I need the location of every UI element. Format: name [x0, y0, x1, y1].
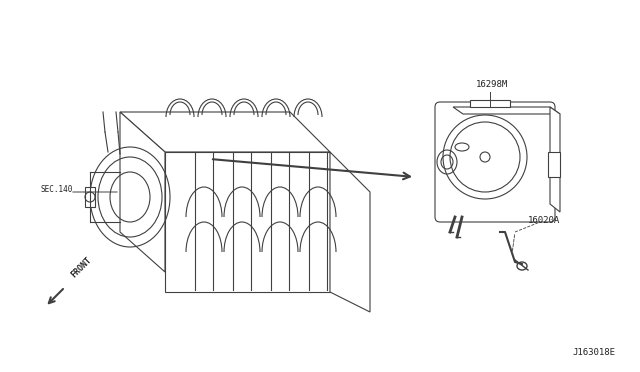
Text: 16020A: 16020A [528, 215, 560, 224]
Polygon shape [120, 112, 330, 152]
Polygon shape [85, 187, 95, 207]
Polygon shape [330, 152, 370, 312]
Polygon shape [548, 152, 560, 177]
Text: FRONT: FRONT [69, 255, 93, 279]
Polygon shape [453, 107, 560, 114]
Polygon shape [470, 100, 510, 107]
Text: SEC.140: SEC.140 [40, 185, 72, 193]
Text: J163018E: J163018E [572, 348, 615, 357]
Polygon shape [550, 107, 560, 212]
FancyBboxPatch shape [435, 102, 555, 222]
Text: 16298M: 16298M [476, 80, 508, 89]
Polygon shape [165, 152, 330, 292]
Polygon shape [120, 112, 165, 272]
